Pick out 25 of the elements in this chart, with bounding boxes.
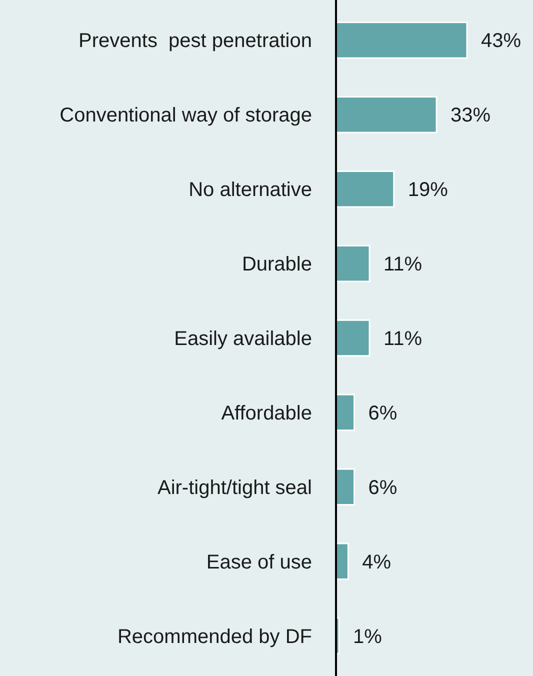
bar <box>335 96 438 134</box>
y-tick-label: Affordable <box>221 402 312 424</box>
data-label: 33% <box>450 104 491 127</box>
bar <box>335 468 356 506</box>
data-label: 1% <box>353 626 382 648</box>
bar <box>335 319 370 357</box>
y-tick-label: Recommended by DF <box>117 626 312 648</box>
bar <box>335 22 468 59</box>
data-label: 6% <box>368 402 398 424</box>
data-label: 11% <box>384 328 422 350</box>
y-tick-label: Easily available <box>174 328 312 350</box>
y-tick-label: Durable <box>242 254 312 276</box>
y-tick-label: Prevents pest penetration <box>78 30 312 52</box>
data-label: 11% <box>384 254 422 276</box>
y-tick-label: Conventional way of storage <box>60 104 312 127</box>
bar <box>335 244 370 282</box>
data-label: 19% <box>408 179 448 202</box>
y-tick-label: Air-tight/tight seal <box>157 476 312 499</box>
bar <box>335 394 356 432</box>
data-label: 6% <box>368 476 398 499</box>
bar <box>335 170 395 208</box>
data-label: 4% <box>362 551 392 574</box>
y-tick-label: Ease of use <box>206 551 312 574</box>
data-label: 43% <box>481 30 522 52</box>
y-tick-label: No alternative <box>188 179 312 202</box>
